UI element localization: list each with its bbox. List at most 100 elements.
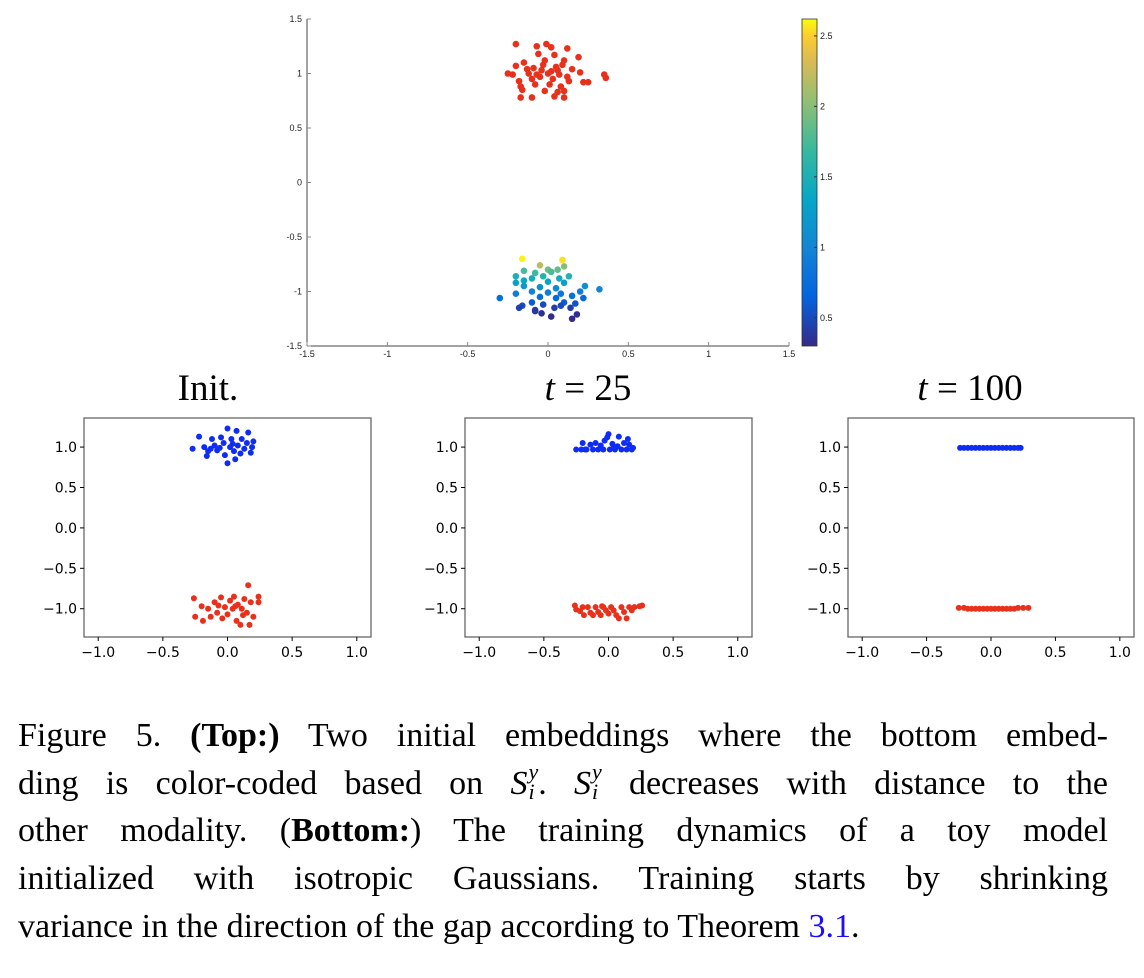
data-point (512, 40, 520, 48)
data-point (596, 286, 603, 293)
data-point (621, 440, 628, 447)
data-point (201, 444, 208, 451)
data-point (220, 440, 227, 447)
data-point (496, 294, 504, 302)
data-point (219, 615, 226, 622)
data-point (509, 71, 516, 78)
caption-text: decreases with distance to the (601, 764, 1108, 802)
data-point (199, 617, 206, 624)
data-point (533, 71, 541, 78)
data-point (255, 599, 262, 606)
y-tick-label: 0.5 (819, 480, 841, 496)
data-point (600, 446, 607, 453)
data-point (207, 445, 214, 452)
x-tick-label: −0.5 (146, 645, 180, 661)
caption-line: other modality. (Bottom:) The training d… (18, 807, 1108, 855)
caption-text: Two initial embeddings where the bottom … (279, 717, 1108, 754)
x-tick-label: 0.0 (216, 645, 238, 661)
math-script: i (591, 778, 599, 804)
data-point (549, 75, 557, 83)
axes-frame (83, 417, 372, 638)
y-tick-label: 0 (297, 178, 302, 188)
data-point (546, 81, 553, 88)
data-point (621, 608, 628, 615)
x-tick-label: 1.0 (1109, 645, 1131, 661)
x-tick-label: 1.0 (727, 645, 749, 661)
data-point (241, 445, 248, 452)
x-tick-label: 0.0 (597, 645, 619, 661)
data-point (605, 431, 612, 438)
data-point (215, 602, 222, 609)
data-point (531, 307, 539, 315)
data-point (567, 304, 574, 312)
data-point (531, 81, 539, 88)
data-point (227, 597, 234, 604)
y-tick-label: −0.5 (43, 561, 77, 577)
data-point (630, 444, 637, 451)
data-point (536, 262, 544, 269)
data-point (592, 440, 599, 447)
data-point (580, 78, 587, 86)
y-tick-label: −1.0 (43, 602, 77, 618)
data-point (589, 446, 596, 453)
data-point (512, 62, 520, 70)
caption-line: initialized with isotropic Gaussians. Tr… (18, 855, 1108, 903)
data-point (230, 593, 237, 600)
data-point (208, 436, 215, 443)
data-point (1025, 604, 1032, 611)
data-point (551, 304, 558, 312)
y-tick-label: 0.5 (436, 480, 458, 496)
math-script: y (591, 758, 602, 784)
data-point (615, 433, 622, 440)
math-variable: t (545, 368, 557, 409)
x-tick-label: 0.5 (1044, 645, 1066, 661)
data-point (589, 612, 596, 619)
data-point (582, 446, 589, 453)
caption-text: variance in the direction of the gap acc… (18, 907, 809, 945)
colorbar: 0.5 1 1.5 2 2.5 (801, 18, 833, 347)
data-point (539, 61, 547, 69)
data-point (512, 290, 520, 297)
series-1 (571, 602, 646, 622)
panel-title: Init. (178, 368, 239, 409)
panel-title: t = 25 (545, 368, 632, 409)
data-point (250, 613, 257, 620)
data-point (216, 444, 223, 451)
x-tick-label: 0.0 (980, 645, 1002, 661)
data-point (245, 429, 252, 436)
data-point (224, 425, 231, 432)
data-point (531, 269, 539, 277)
data-point (247, 599, 254, 606)
colorbar-tick-label: 2.5 (820, 31, 833, 41)
data-point (547, 313, 555, 320)
data-point (238, 605, 245, 612)
data-point (237, 450, 244, 457)
figure-5: -1.5 -1 -0.5 0 0.5 1 1.5 1.5 1 0.5 0 -0.5 -1 -1.5 0.5 1… (43, 14, 1135, 661)
data-point (232, 603, 239, 610)
data-point (551, 51, 558, 59)
data-point (192, 613, 199, 620)
data-point (229, 440, 236, 447)
data-point (234, 442, 241, 449)
theorem-link[interactable]: 3.1 (808, 907, 852, 945)
data-point (555, 275, 563, 282)
caption-line: Figure 5. (Top:) Two initial embeddings … (18, 712, 1108, 760)
data-point (547, 68, 555, 75)
caption-text: Bottom: (291, 812, 411, 850)
x-tick-label: −1.0 (462, 645, 496, 661)
data-point (241, 596, 248, 603)
data-point (224, 460, 231, 467)
data-point (547, 44, 555, 51)
series-1 (496, 255, 603, 323)
data-point (605, 610, 612, 617)
x-tick-label: 0.5 (622, 349, 635, 359)
y-tick-label: −1.0 (424, 602, 458, 618)
data-point (512, 272, 520, 280)
x-tick-label: 0.5 (662, 645, 684, 661)
data-point (572, 300, 579, 307)
colorbar-tick-label: 1.5 (820, 172, 833, 182)
series-0 (189, 425, 257, 467)
